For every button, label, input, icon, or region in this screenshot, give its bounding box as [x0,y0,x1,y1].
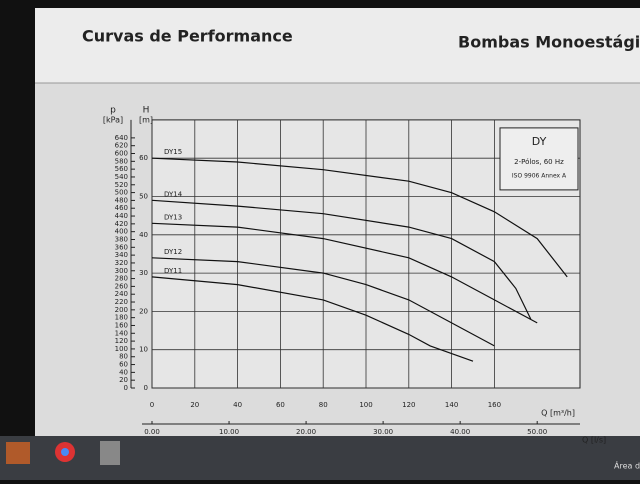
curve-label: DY12 [164,248,182,256]
y-tick-label: 20 [139,307,148,315]
curve-label: DY13 [164,213,182,221]
y2-tick-label: 40 [119,368,128,376]
y2-tick-label: 200 [115,306,128,314]
x-tick-label: 120 [402,401,415,409]
x2-label: Q [l/s] [582,436,606,445]
y2-tick-label: 160 [115,321,128,329]
y-tick-label: 30 [139,269,148,277]
x-label: Q [m³/h] [541,409,575,418]
curve-label: DY14 [164,190,183,198]
y2-tick-label: 140 [115,329,128,337]
x-tick-label: 140 [445,401,458,409]
x-tick-label: 20 [190,401,199,409]
x-tick-label: 80 [319,401,328,409]
curve [151,257,495,347]
y2-tick-label: 320 [115,259,128,267]
y2-tick-label: 640 [115,134,128,142]
y2-tick-label: 620 [115,142,128,150]
x-tick-label: 60 [276,401,285,409]
curve [151,222,538,324]
x2-tick-label: 0.00 [144,428,160,436]
browser-icon-center [61,448,69,456]
y2-tick-label: 540 [115,173,128,181]
y2-tick-label: 460 [115,204,128,212]
y2-tick-label: 600 [115,150,128,158]
curve [151,199,532,320]
taskbar-icon[interactable] [6,442,30,464]
taskbar [0,436,640,480]
x2-tick-label: 20.00 [296,428,316,436]
y2-label: p [110,105,116,115]
y2-tick-label: 80 [119,353,128,361]
y2-tick-label: 20 [119,376,128,384]
x2-tick-label: 10.00 [219,428,239,436]
y2-tick-label: 420 [115,220,128,228]
legend-title: DY [532,135,547,148]
y2-tick-label: 500 [115,189,128,197]
legend-line: ISO 9906 Annex A [512,172,567,179]
x-tick-label: 100 [359,401,372,409]
curve [151,157,568,278]
y2-tick-label: 300 [115,267,128,275]
y-tick-label: 0 [144,384,148,392]
header-band [35,8,640,83]
y2-tick-label: 260 [115,282,128,290]
y-label: H [143,105,150,115]
curve [151,276,474,362]
y2-tick-label: 340 [115,251,128,259]
y2-tick-label: 380 [115,235,128,243]
y2-tick-label: 520 [115,181,128,189]
header-title: Curvas de Performance [82,27,293,46]
y2-tick-label: 580 [115,157,128,165]
curve-label: DY11 [164,267,182,275]
header-right-title: Bombas Monoestágic [458,33,640,52]
y2-tick-label: 100 [115,345,128,353]
chart: 0 20 40 60 80 100 120 140 1600102030405060020406… [103,105,606,444]
x2-tick-label: 30.00 [373,428,393,436]
y2-tick-label: 0 [124,384,128,392]
y2-tick-label: 280 [115,275,128,283]
x-tick-label: 0 [150,401,154,409]
y-tick-label: 50 [139,193,148,201]
y2-tick-label: 60 [119,361,128,369]
y2-tick-label: 180 [115,314,128,322]
y2-label-unit: [kPa] [103,115,123,124]
x2-tick-label: 40.00 [450,428,470,436]
x2-tick-label: 50.00 [527,428,547,436]
legend-line: 2-Pólos, 60 Hz [514,158,564,166]
legend-box [499,127,579,191]
y2-tick-label: 360 [115,243,128,251]
y-tick-label: 60 [139,154,148,162]
taskbar-text: Área d [614,460,640,471]
y2-tick-label: 220 [115,298,128,306]
y-label-unit: [m] [139,115,153,124]
y2-tick-label: 400 [115,228,128,236]
y2-tick-label: 120 [115,337,128,345]
y2-tick-label: 480 [115,196,128,204]
y-tick-label: 40 [139,231,148,239]
y-tick-label: 10 [139,346,148,354]
curve-label: DY15 [164,148,182,156]
taskbar-icon[interactable] [100,441,120,465]
x-tick-label: 40 [233,401,242,409]
x-tick-label: 160 [488,401,501,409]
y2-tick-label: 240 [115,290,128,298]
y2-tick-label: 560 [115,165,128,173]
y2-tick-label: 440 [115,212,128,220]
